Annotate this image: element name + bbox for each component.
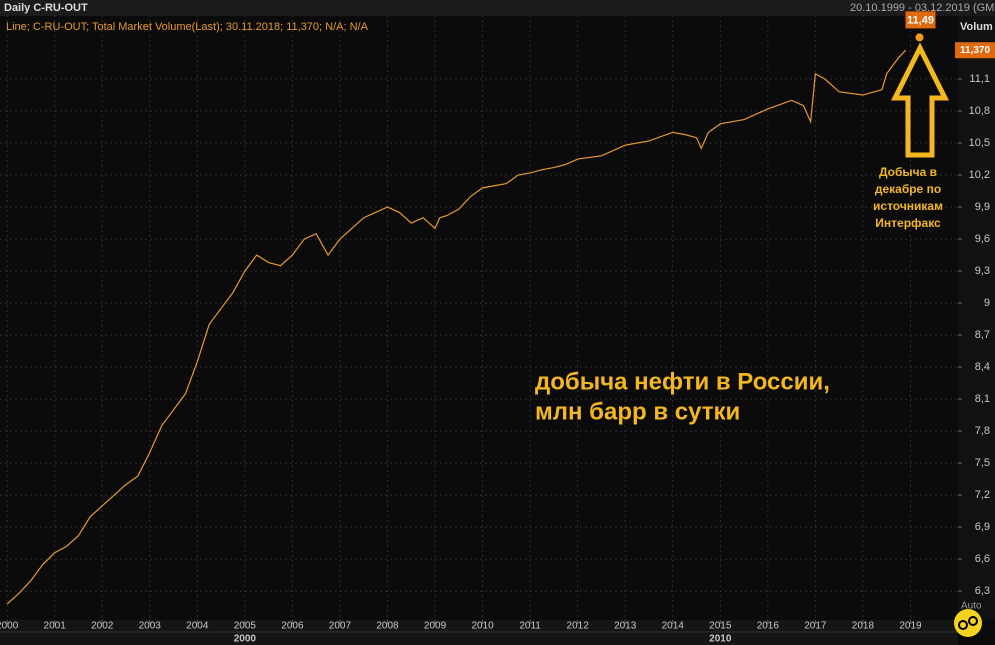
y-tick-label: 7,2 xyxy=(975,489,990,501)
y-tick-label: 9,9 xyxy=(975,201,990,213)
arrow xyxy=(890,42,950,158)
y-tick-label: 6,6 xyxy=(975,553,990,565)
title-bar xyxy=(0,0,995,16)
note-line: Интерфакс xyxy=(875,216,941,230)
x-tick-label: 2019 xyxy=(899,621,922,632)
y-tick-label: 10,2 xyxy=(969,169,990,181)
x-tick-label: 2011 xyxy=(519,621,541,632)
x-tick-label: 2018 xyxy=(852,621,875,632)
logo xyxy=(954,609,982,637)
x-major-label: 2000 xyxy=(234,634,257,645)
last-value-label: 11,370 xyxy=(960,45,990,56)
last-value-tag xyxy=(955,42,995,59)
y-tick-label: 6,3 xyxy=(975,585,990,597)
x-tick-label: 2002 xyxy=(91,621,114,632)
y-tick-label: 8,4 xyxy=(975,361,990,373)
x-tick-label: 2016 xyxy=(757,621,780,632)
logo-mark xyxy=(958,620,968,630)
x-tick-label: 2003 xyxy=(139,621,162,632)
x-tick-label: 2006 xyxy=(281,621,304,632)
x-tick-label: 2005 xyxy=(234,621,257,632)
note-line: декабре по xyxy=(875,182,941,196)
x-tick-label: 2010 xyxy=(471,621,494,632)
x-tick-label: 2014 xyxy=(662,621,685,632)
y-tick-label: 6,9 xyxy=(975,521,990,533)
scale-mode: Auto xyxy=(961,601,982,612)
note-line: Добыча в xyxy=(879,165,937,179)
x-tick-label: 2000 xyxy=(0,621,19,632)
caption-line: млн барр в сутки xyxy=(535,398,740,425)
legend-text: Line; C-RU-OUT; Total Market Volume(Last… xyxy=(6,21,369,33)
y-tick-label: 7,5 xyxy=(975,457,990,469)
x-tick-label: 2015 xyxy=(709,621,732,632)
y-tick-label: 7,8 xyxy=(975,425,990,437)
axis-label: Volum xyxy=(960,21,993,33)
x-tick-label: 2008 xyxy=(376,621,399,632)
y-tick-label: 9 xyxy=(984,297,990,309)
logo-mark xyxy=(968,616,978,626)
x-tick-label: 2004 xyxy=(186,621,209,632)
x-tick-label: 2009 xyxy=(424,621,447,632)
x-tick-label: 2001 xyxy=(44,621,67,632)
point-label: 11,49 xyxy=(907,14,934,26)
y-tick-label: 10,8 xyxy=(969,105,990,117)
data-line xyxy=(6,49,907,605)
y-tick-label: 9,3 xyxy=(975,265,990,277)
axis-panel xyxy=(958,16,995,620)
x-tick-label: 2007 xyxy=(329,621,352,632)
y-tick-label: 8,7 xyxy=(975,329,990,341)
note-line: источникам xyxy=(873,199,943,213)
y-tick-label: 11,1 xyxy=(969,73,990,85)
caption-line: добыча нефти в России, xyxy=(535,368,830,395)
y-tick-label: 8,1 xyxy=(975,393,990,405)
y-tick-label: 10,5 xyxy=(969,137,990,149)
point-marker xyxy=(915,33,924,42)
date-range: 20.10.1999 - 03.12.2019 (GMT) xyxy=(850,2,995,14)
x-major-label: 2010 xyxy=(709,634,732,645)
y-tick-label: 9,6 xyxy=(975,233,990,245)
x-tick-label: 2012 xyxy=(567,621,590,632)
chart-title: Daily C-RU-OUT xyxy=(4,2,88,14)
x-tick-label: 2013 xyxy=(614,621,637,632)
x-tick-label: 2017 xyxy=(804,621,827,632)
point-tag xyxy=(905,11,936,29)
